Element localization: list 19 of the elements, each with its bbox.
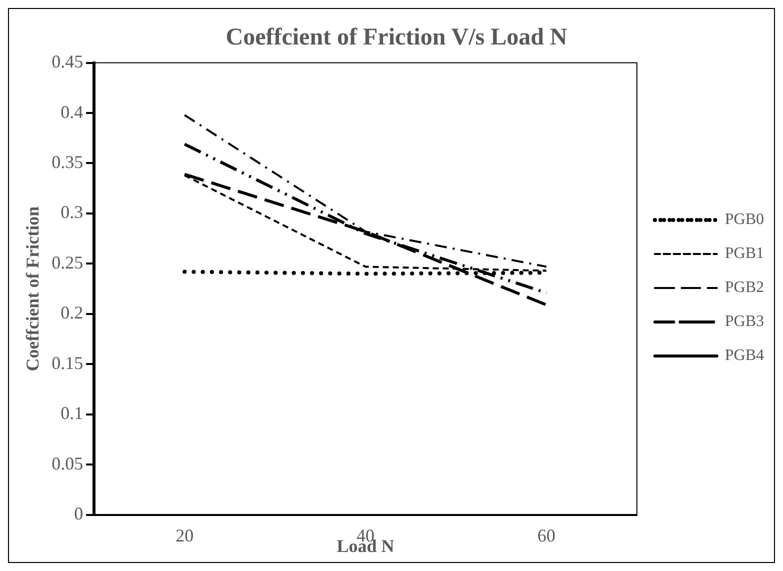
- y-tick-label: 0.4: [60, 102, 84, 122]
- chart-title: Coeffcient of Friction V/s Load N: [226, 24, 568, 51]
- y-tick-label: 0.2: [60, 302, 84, 323]
- legend-label: PGB0: [724, 211, 764, 228]
- y-tick-label: 0.45: [52, 52, 84, 72]
- y-tick-label: 0.1: [60, 403, 84, 424]
- y-tick-label: 0.35: [52, 152, 84, 172]
- x-tick-label: 20: [176, 525, 194, 546]
- legend-label: PGB1: [724, 245, 764, 262]
- legend-label: PGB4: [724, 347, 764, 364]
- y-tick-label: 0.05: [52, 453, 84, 474]
- y-tick-label: 0: [74, 504, 84, 524]
- x-tick-label: 60: [537, 525, 556, 546]
- legend-label: PGB2: [724, 279, 764, 296]
- y-axis-title: Coeffcient of Friction: [22, 206, 42, 372]
- y-tick-label: 0.3: [60, 202, 84, 222]
- legend-label: PGB3: [724, 313, 764, 330]
- y-tick-label: 0.15: [52, 352, 84, 373]
- y-tick-label: 0.25: [52, 252, 84, 272]
